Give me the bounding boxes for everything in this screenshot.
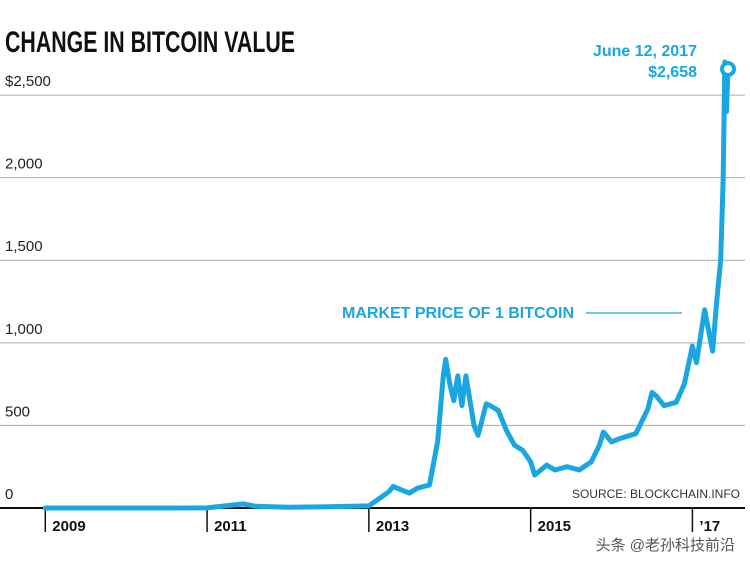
x-tick-label: 2009	[52, 518, 85, 535]
y-tick-label: 1,500	[5, 238, 43, 255]
x-tick-label: ’17	[699, 518, 720, 535]
x-tick-label: 2013	[376, 518, 409, 535]
x-tick-label: 2015	[538, 518, 571, 535]
x-tick-label: 2011	[214, 518, 247, 535]
y-tick-label: $2,500	[5, 73, 51, 90]
series-label: MARKET PRICE OF 1 BITCOIN	[342, 305, 574, 322]
y-tick-label: 1,000	[5, 321, 43, 338]
y-tick-label: 2,000	[5, 156, 43, 173]
annotation-date: June 12, 2017	[593, 43, 697, 60]
source: SOURCE: BLOCKCHAIN.INFO	[572, 487, 740, 501]
watermark: 头条 @老孙科技前沿	[596, 537, 735, 554]
chart-title: CHANGE IN BITCOIN VALUE	[5, 26, 295, 59]
y-tick-label: 500	[5, 403, 30, 420]
y-tick-label: 0	[5, 486, 13, 503]
annotation-value: $2,658	[648, 64, 697, 81]
annotation-dot	[720, 60, 737, 77]
price-line	[42, 59, 731, 511]
